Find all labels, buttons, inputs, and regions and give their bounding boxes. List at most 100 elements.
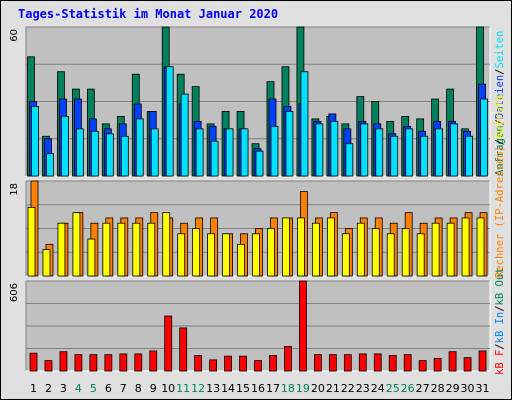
pages-bar-31: [480, 98, 488, 177]
pages-bar-12: [195, 128, 204, 177]
pages-bar-24: [375, 128, 384, 177]
sites-bar-20: [311, 222, 320, 277]
sites-bar-1: [27, 206, 36, 277]
x-tick-label-6: 6: [105, 382, 112, 395]
kbytes-bar-10: [164, 315, 173, 372]
kbytes-bar-1: [29, 352, 38, 372]
sites-bar-14: [222, 233, 230, 277]
pages-bar-10: [165, 66, 174, 177]
pages-bar-3: [61, 116, 69, 177]
kbytes-legend-entry-3: kB In: [494, 312, 506, 344]
pages-bar-2: [46, 153, 54, 177]
sites-bar-18: [282, 217, 290, 277]
hits-legend-entry-5: Seiten: [494, 31, 506, 69]
kbytes-bar-29: [448, 351, 457, 372]
hits-legend-entry-4: /: [494, 69, 506, 75]
kbytes-legend-entry-5: kB Out: [494, 268, 506, 306]
sites-bar-16: [252, 233, 260, 277]
kbytes-bar-4: [74, 354, 83, 372]
x-tick-label-14: 14: [221, 382, 235, 395]
x-tick-label-9: 9: [150, 382, 157, 395]
x-tick-label-27: 27: [416, 382, 430, 395]
kbytes-bar-17: [269, 355, 277, 372]
kbytes-bar-25: [388, 355, 397, 372]
kbytes-bar-5: [89, 354, 98, 372]
sites-bar-17: [267, 228, 275, 277]
pages-bar-14: [225, 128, 234, 177]
sites-bar-23: [356, 222, 365, 277]
hits-legend-entry-1: Anfragen: [494, 125, 506, 176]
sites-bar-3: [57, 222, 66, 277]
pages-bar-15: [240, 128, 249, 177]
kbytes-bar-9: [149, 350, 158, 372]
hits-legend-entry-3: Dateien: [494, 75, 506, 119]
pages-bar-21: [330, 120, 339, 177]
sites-bar-13: [207, 233, 216, 277]
page-title: Tages-Statistik im Monat Januar 2020: [18, 7, 279, 21]
kbytes-bar-28: [433, 357, 442, 372]
visits-panel-ymax-label: 18: [9, 183, 20, 196]
sites-bar-9: [147, 222, 156, 277]
x-tick-label-7: 7: [120, 382, 127, 395]
hits-legend-entry-2: /: [494, 119, 506, 125]
sites-bar-25: [386, 233, 395, 277]
kbytes-bar-2: [44, 360, 53, 372]
x-tick-label-8: 8: [135, 382, 142, 395]
x-tick-label-15: 15: [236, 382, 250, 395]
kbytes-bar-18: [284, 346, 292, 372]
x-tick-label-2: 2: [45, 382, 52, 395]
pages-bar-23: [360, 123, 369, 177]
kbytes-legend: kB F/kB In/kB Out: [494, 268, 506, 376]
kbytes-legend-entry-1: kB F: [494, 350, 506, 375]
sites-bar-5: [87, 238, 96, 277]
sites-bar-29: [446, 222, 455, 277]
kbytes-bar-7: [119, 353, 128, 372]
x-tick-label-4: 4: [75, 382, 82, 395]
pages-bar-5: [90, 130, 99, 177]
sites-bar-24: [371, 228, 380, 277]
x-tick-label-29: 29: [446, 382, 460, 395]
pages-bar-9: [150, 128, 159, 177]
sites-bar-28: [431, 222, 440, 277]
pages-bar-4: [76, 128, 84, 177]
sites-bar-8: [132, 222, 141, 277]
pages-bar-16: [255, 150, 264, 177]
x-tick-label-24: 24: [371, 382, 385, 395]
kbytes-bar-11: [179, 327, 188, 372]
x-tick-label-31: 31: [476, 382, 490, 395]
sites-bar-27: [416, 233, 425, 277]
kbytes-bar-6: [104, 354, 113, 372]
kbytes-bar-26: [403, 354, 412, 372]
x-tick-label-17: 17: [266, 382, 280, 395]
kbytes-bar-14: [224, 355, 232, 372]
kbytes-bar-19: [299, 280, 307, 372]
kbytes-bar-20: [313, 354, 322, 372]
x-tick-label-11: 11: [176, 382, 190, 395]
x-tick-label-23: 23: [356, 382, 370, 395]
kbytes-bar-21: [328, 354, 337, 372]
pages-bar-20: [315, 123, 324, 177]
pages-bar-19: [300, 71, 309, 177]
pages-bar-1: [31, 106, 39, 177]
pages-bar-22: [345, 143, 354, 177]
x-tick-label-5: 5: [90, 382, 97, 395]
kbytes-bar-23: [358, 353, 367, 372]
pages-bar-17: [270, 125, 279, 177]
x-tick-label-20: 20: [311, 382, 325, 395]
sites-bar-15: [237, 243, 245, 277]
hits-legend: Anfragen/Dateien/Seiten: [494, 31, 506, 176]
pages-bar-26: [405, 128, 414, 177]
sites-bar-10: [162, 212, 171, 277]
kbytes-bar-15: [239, 355, 247, 372]
pages-bar-8: [135, 118, 144, 177]
pages-bar-6: [105, 133, 114, 177]
kbytes-legend-entry-2: /: [494, 343, 506, 349]
pages-bar-29: [450, 123, 458, 177]
sites-bar-22: [341, 233, 350, 277]
sites-bar-7: [117, 222, 126, 277]
x-tick-label-1: 1: [30, 382, 37, 395]
x-tick-label-13: 13: [206, 382, 220, 395]
visits-legend-entry-1: Rechner (IP-Adressen): [494, 145, 506, 278]
sites-bar-12: [192, 228, 201, 277]
